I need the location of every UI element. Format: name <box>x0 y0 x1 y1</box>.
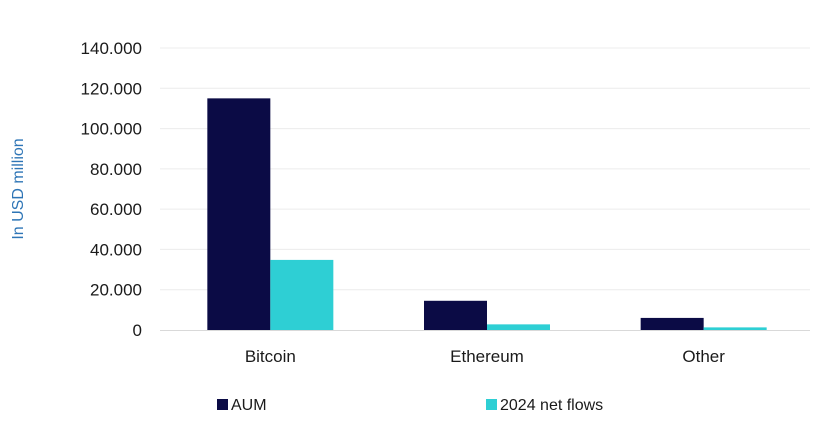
y-tick-label: 60.000 <box>90 200 142 219</box>
bar-aum-bitcoin <box>207 98 271 330</box>
bar-2024-net-flows-bitcoin <box>270 259 334 330</box>
legend-swatch <box>486 399 497 410</box>
x-category-label: Ethereum <box>450 347 524 366</box>
bars <box>207 98 767 330</box>
bar-2024-net-flows-other <box>703 327 767 330</box>
y-tick-label: 100.000 <box>81 120 142 139</box>
y-tick-label: 80.000 <box>90 160 142 179</box>
bar-aum-other <box>640 317 704 330</box>
legend-swatch <box>217 399 228 410</box>
y-tick-label: 0 <box>133 321 142 340</box>
x-category-label: Bitcoin <box>245 347 296 366</box>
bar-2024-net-flows-ethereum <box>487 324 550 330</box>
legend-label: 2024 net flows <box>500 397 603 414</box>
y-axis-ticks: 0 20.000 40.000 60.000 80.000 100.000 120.000 1… <box>81 39 142 340</box>
legend: AUM 2024 net flows <box>217 397 603 414</box>
y-tick-label: 140.000 <box>81 39 142 58</box>
y-tick-label: 40.000 <box>90 240 142 259</box>
x-category-label: Other <box>682 347 725 366</box>
bar-aum-ethereum <box>424 300 487 330</box>
y-tick-label: 20.000 <box>90 281 142 300</box>
y-tick-label: 120.000 <box>81 79 142 98</box>
legend-label: AUM <box>231 397 267 414</box>
x-axis-categories: Bitcoin Ethereum Other <box>245 347 725 366</box>
y-axis-label: In USD million <box>10 138 27 239</box>
